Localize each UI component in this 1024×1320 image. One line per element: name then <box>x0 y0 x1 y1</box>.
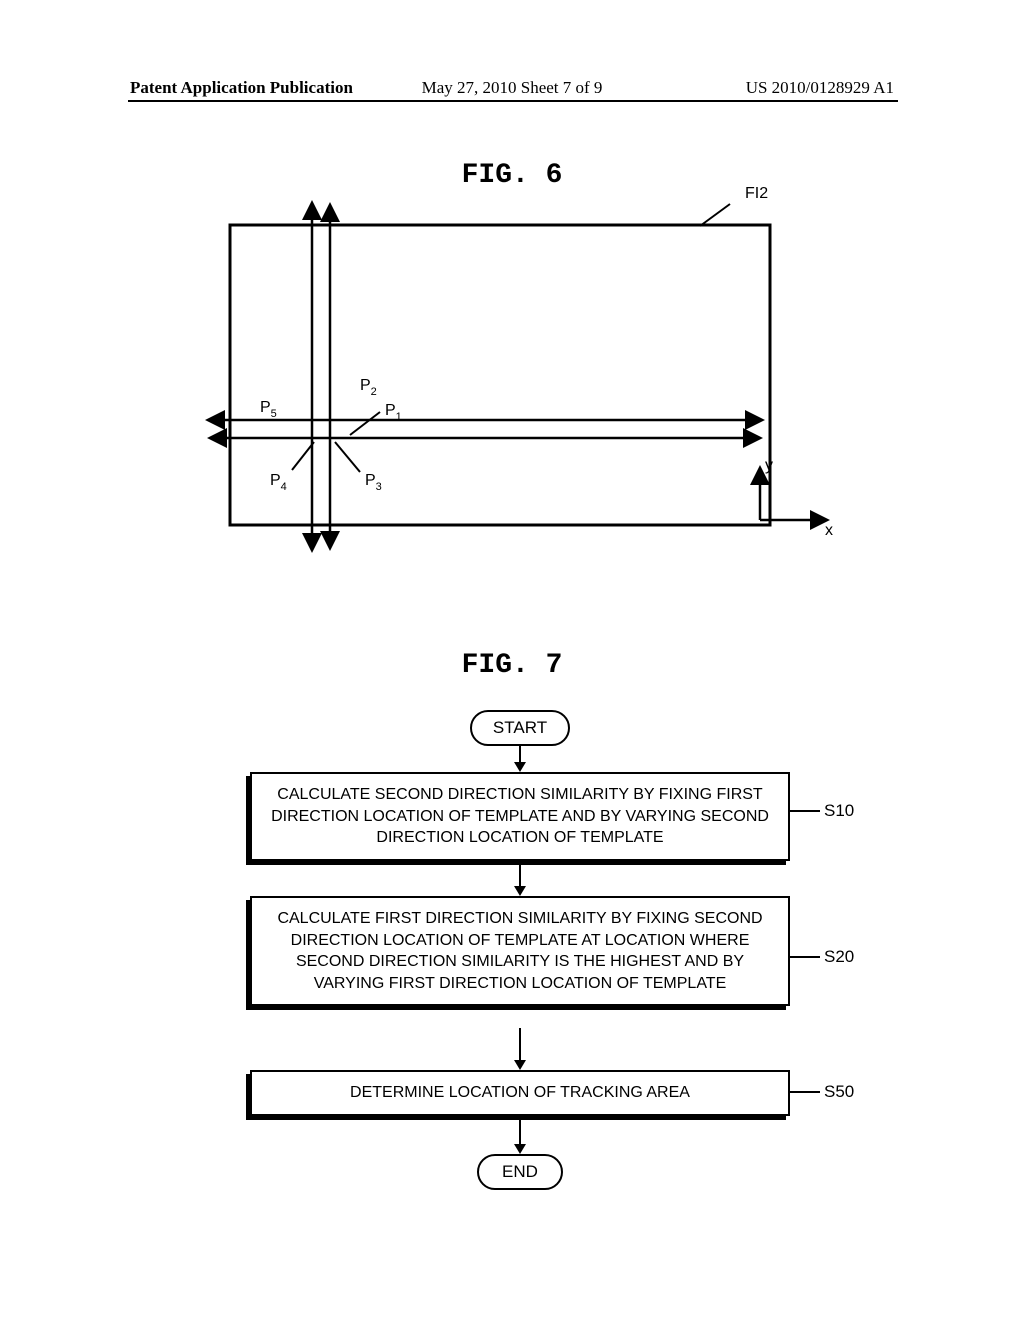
header-right: US 2010/0128929 A1 <box>746 78 894 98</box>
arrow-s50-end <box>510 1118 530 1154</box>
header-center: May 27, 2010 Sheet 7 of 9 <box>422 78 603 98</box>
fig6-diagram: FI2 P2 P5 P1 P4 P3 y x <box>200 180 840 600</box>
fig7-end-label: END <box>502 1162 538 1182</box>
fig7-start: START <box>470 710 570 746</box>
page-header: Patent Application Publication May 27, 2… <box>0 78 1024 98</box>
fig7-s50-label: S50 <box>824 1082 854 1102</box>
arrow-start-s10 <box>510 746 530 772</box>
arrow-s10-s20 <box>510 860 530 896</box>
fig7-s50-text: DETERMINE LOCATION OF TRACKING AREA <box>350 1084 690 1101</box>
fig6-p4: P4 <box>270 472 287 493</box>
fig6-axis-x: x <box>825 522 833 539</box>
fig6-p3: P3 <box>365 472 382 493</box>
fig7-start-label: START <box>493 718 547 738</box>
fig7-s50-box: DETERMINE LOCATION OF TRACKING AREA <box>250 1070 790 1116</box>
fig6-p2: P2 <box>360 377 377 398</box>
fig7-flowchart: START CALCULATE SECOND DIRECTION SIMILAR… <box>140 710 900 1270</box>
fig6-axis-y: y <box>765 457 773 474</box>
header-rule <box>128 100 898 102</box>
fig7-end: END <box>477 1154 563 1190</box>
fig7-s50-leader <box>790 1091 820 1093</box>
fig7-s10-label: S10 <box>824 801 854 821</box>
arrow-s20-s50 <box>510 1028 530 1070</box>
fig6-frame-label: FI2 <box>745 185 768 202</box>
fig7-s20-box: CALCULATE FIRST DIRECTION SIMILARITY BY … <box>250 896 790 1006</box>
fig7-s10-text: CALCULATE SECOND DIRECTION SIMILARITY BY… <box>271 786 769 846</box>
fig7-s20-leader <box>790 956 820 958</box>
fig7-s10-box: CALCULATE SECOND DIRECTION SIMILARITY BY… <box>250 772 790 861</box>
fig7-s20-text: CALCULATE FIRST DIRECTION SIMILARITY BY … <box>277 910 762 992</box>
fig7-title: FIG. 7 <box>462 650 563 681</box>
header-left: Patent Application Publication <box>130 78 353 98</box>
fig6-p5: P5 <box>260 399 277 420</box>
fig7-s20-label: S20 <box>824 947 854 967</box>
fig7-s10-leader <box>790 810 820 812</box>
